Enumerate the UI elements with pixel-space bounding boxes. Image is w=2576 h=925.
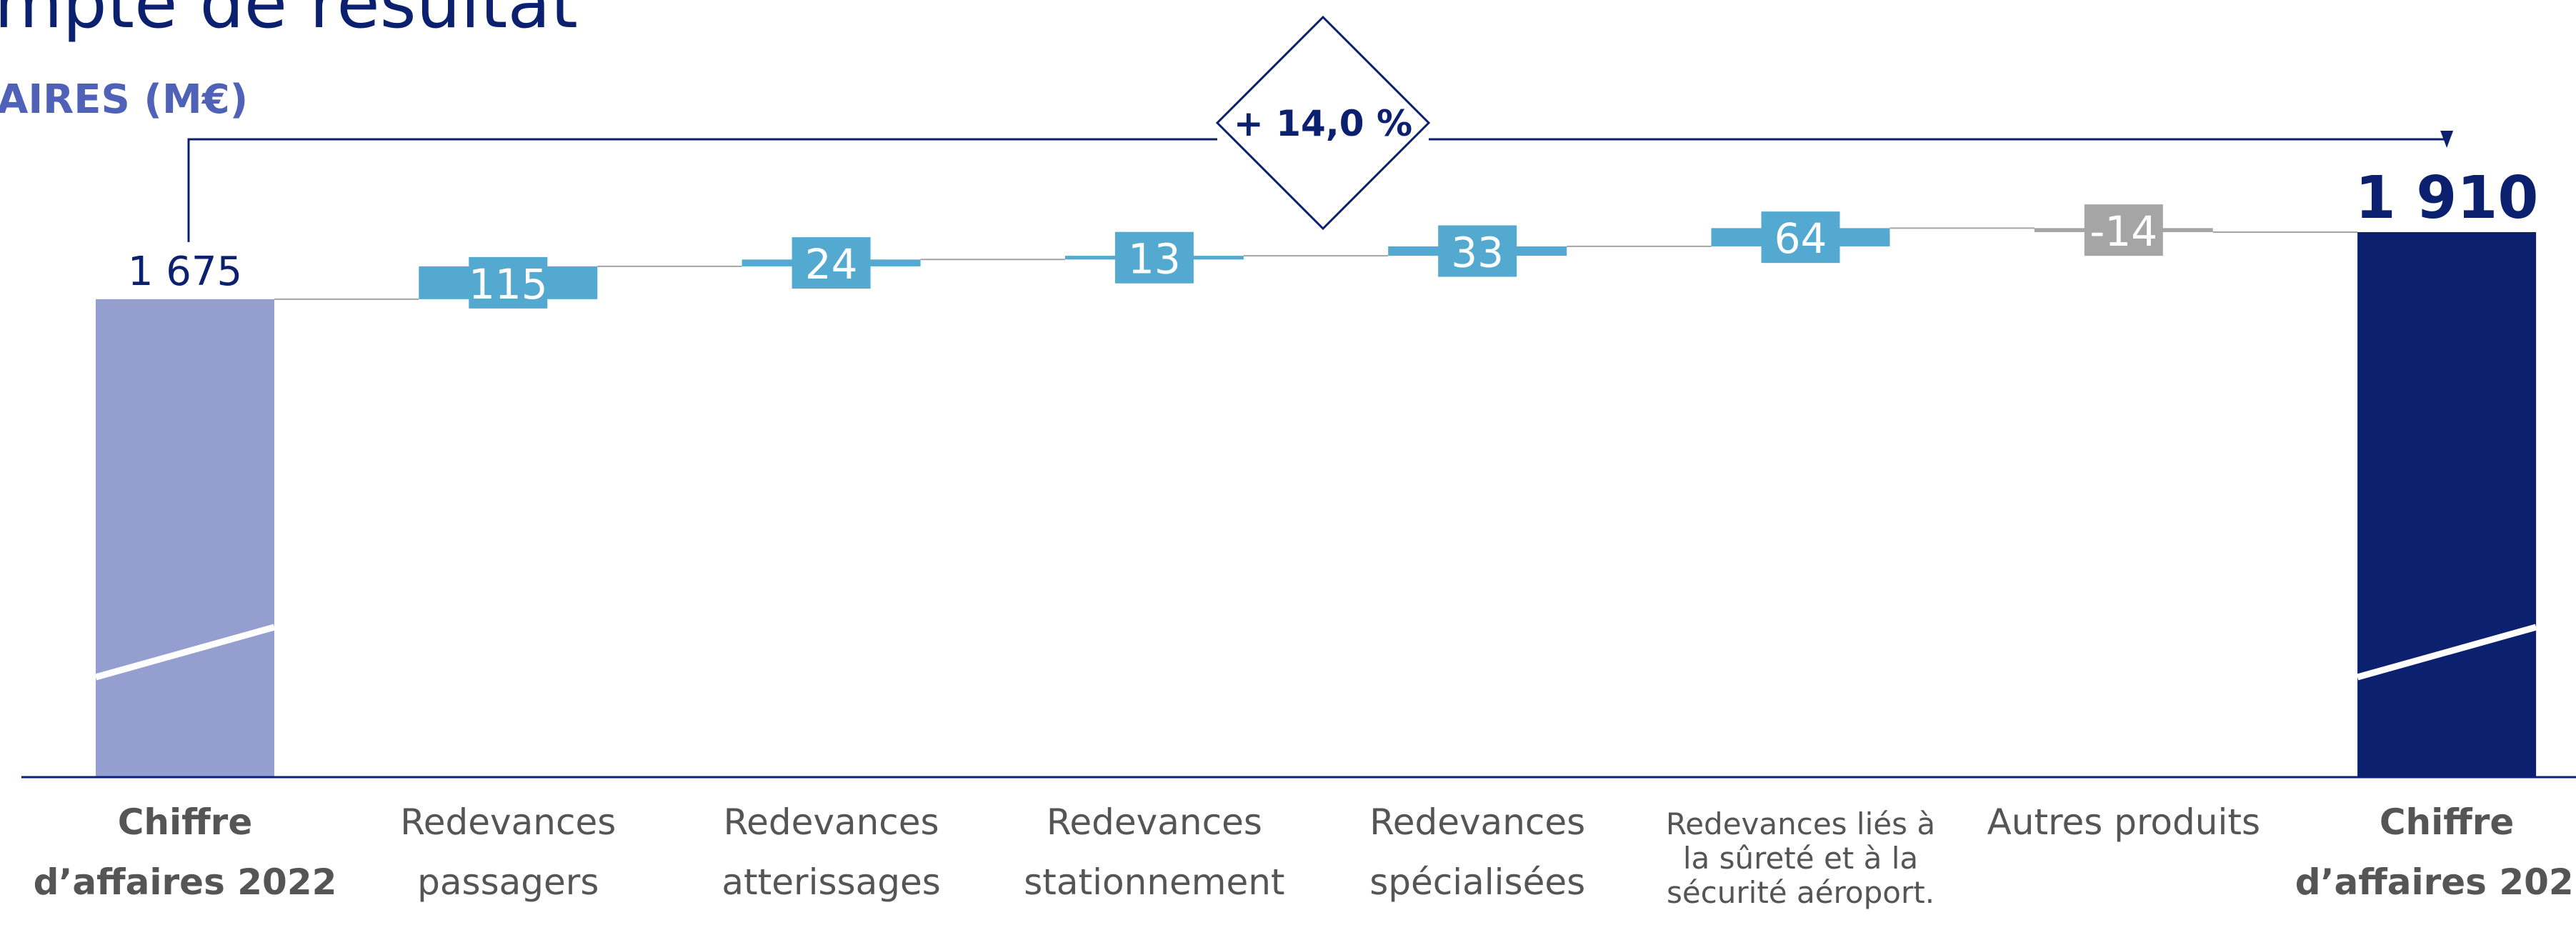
value-label-box-2: [469, 256, 548, 309]
category-label-5-line-1: Redevances: [1369, 801, 1585, 843]
category-label-7-line-1: Autres produits: [1987, 801, 2260, 843]
category-label-1-line-1: Chiffre: [118, 801, 253, 843]
value-label-7: -14: [2090, 207, 2157, 256]
category-label-3-line-1: Redevances: [724, 801, 939, 843]
value-label-box-3: [792, 237, 871, 289]
category-label-2-line-1: Redevances: [400, 801, 616, 843]
category-label-8-line-2: d’affaires 2023: [2295, 861, 2576, 903]
category-label-6-line-3: sécurité aéroport.: [1667, 875, 1935, 910]
chart-subtitle: AIRES (M€): [0, 76, 249, 123]
category-label-3-line-2: atterissages: [722, 861, 940, 903]
growth-arrow-icon: [2440, 130, 2454, 148]
category-label-6-line-2: la sûreté et à la: [1683, 841, 1918, 876]
waterfall-bar-1: [96, 299, 274, 777]
value-label-box-7: [2084, 204, 2163, 256]
growth-bracket-left: [187, 138, 1217, 242]
page-title: mpte de résultat: [0, 0, 578, 44]
category-label-6-line-1: Redevances liés à: [1666, 806, 1935, 841]
value-label-5: 33: [1451, 229, 1504, 277]
value-label-2: 115: [469, 260, 548, 309]
category-label-4-line-2: stationnement: [1024, 861, 1284, 903]
value-label-8: 1 910: [2355, 164, 2539, 232]
category-label-8-line-1: Chiffre: [2380, 801, 2515, 843]
value-label-3: 24: [805, 240, 858, 289]
category-label-5-line-2: spécialisées: [1369, 861, 1585, 903]
growth-diamond: [1215, 15, 1431, 231]
value-label-box-6: [1761, 211, 1840, 264]
waterfall-bar-8: [2357, 231, 2537, 778]
axis-break-mark: [2356, 624, 2537, 681]
value-label-box-5: [1438, 225, 1517, 277]
value-label-box-4: [1114, 231, 1194, 284]
value-label-4: 13: [1128, 235, 1181, 284]
category-label-2-line-2: passagers: [417, 861, 599, 903]
value-label-6: 64: [1774, 214, 1827, 263]
category-label-4-line-1: Redevances: [1047, 801, 1262, 843]
value-label-1: 1 675: [128, 249, 242, 295]
axis-break-mark: [94, 624, 276, 681]
growth-annotation-label: + 14,0 %: [1234, 103, 1412, 144]
category-label-1-line-2: d’affaires 2022: [34, 861, 337, 903]
